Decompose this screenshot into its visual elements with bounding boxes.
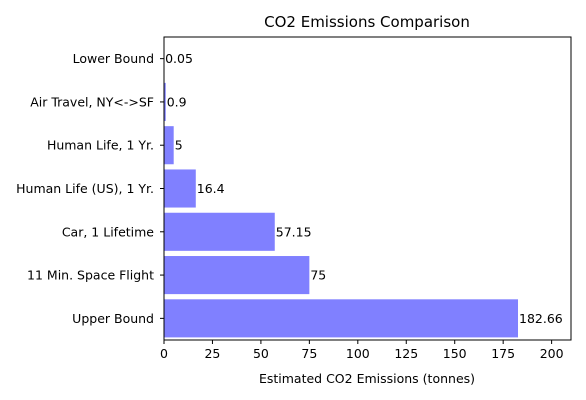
x-tick-label: 200 [540,346,564,361]
y-tick-label: 11 Min. Space Flight [27,268,154,283]
bar [164,169,196,208]
y-axis: Upper Bound 11 Min. Space Flight Car, 1 Li… [16,51,164,326]
bar [164,212,275,251]
y-tick-label: Human Life (US), 1 Yr. [16,181,154,196]
bar [164,82,166,121]
bar [164,256,310,295]
data-labels-group: 182.66 75 57.15 16.4 5 0.9 0.05 [165,51,563,326]
x-tick-label: 50 [253,346,269,361]
x-tick-label: 75 [301,346,317,361]
bar [164,299,519,338]
y-tick-label: Lower Bound [73,51,154,66]
y-tick-label: Human Life, 1 Yr. [47,138,154,153]
data-label: 16.4 [197,181,225,196]
data-label: 0.05 [165,51,193,66]
y-tick-label: Upper Bound [72,311,154,326]
x-tick-label: 25 [204,346,220,361]
data-label: 57.15 [276,224,312,239]
y-tick-label: Air Travel, NY<->SF [30,94,154,109]
x-axis-label: Estimated CO2 Emissions (tonnes) [259,371,475,386]
data-label: 5 [175,138,183,153]
bars-group [164,39,519,338]
x-tick-label: 125 [394,346,418,361]
x-axis: 0 25 50 75 100 125 150 175 200 [160,340,564,361]
data-label: 182.66 [519,311,563,326]
x-tick-label: 100 [346,346,370,361]
x-tick-label: 175 [491,346,515,361]
x-tick-label: 0 [160,346,168,361]
data-label: 0.9 [167,94,187,109]
y-tick-label: Car, 1 Lifetime [62,224,154,239]
plot-frame [163,36,572,341]
data-label: 75 [310,268,326,283]
bar [164,126,174,165]
chart-title: CO2 Emissions Comparison [264,13,470,31]
x-tick-label: 150 [443,346,467,361]
